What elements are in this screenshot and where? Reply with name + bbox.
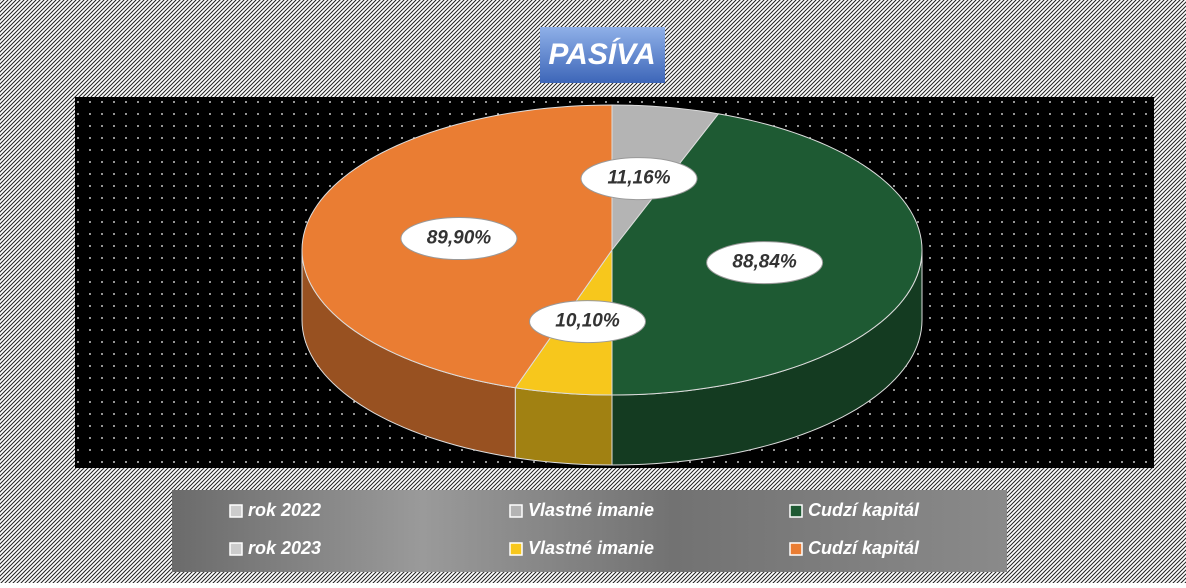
data-label-bubble bbox=[529, 300, 647, 344]
legend-label: Cudzí kapitál bbox=[808, 538, 920, 558]
data-label: 11,16% bbox=[608, 168, 671, 189]
data-label-bubble bbox=[580, 157, 698, 201]
title-box bbox=[540, 27, 665, 83]
legend-marker bbox=[229, 504, 243, 518]
data-label-bubble bbox=[706, 241, 824, 285]
legend-label: rok 2023 bbox=[248, 538, 321, 558]
legend-label: rok 2022 bbox=[248, 500, 321, 520]
data-label: 89,90% bbox=[427, 228, 492, 249]
legend-label: Vlastné imanie bbox=[528, 538, 654, 558]
legend-label: Cudzí kapitál bbox=[808, 500, 920, 520]
legend-marker bbox=[789, 542, 803, 556]
chart-title: PASÍVA bbox=[548, 37, 655, 71]
legend-marker bbox=[509, 504, 523, 518]
legend-marker bbox=[789, 504, 803, 518]
legend-marker bbox=[229, 542, 243, 556]
legend-marker bbox=[509, 542, 523, 556]
pie-side bbox=[514, 387, 613, 466]
data-label-bubble bbox=[400, 217, 518, 261]
data-label: 88,84% bbox=[732, 252, 797, 273]
legend-label: Vlastné imanie bbox=[528, 500, 654, 520]
data-label: 10,10% bbox=[555, 311, 620, 332]
legend bbox=[172, 490, 1007, 572]
